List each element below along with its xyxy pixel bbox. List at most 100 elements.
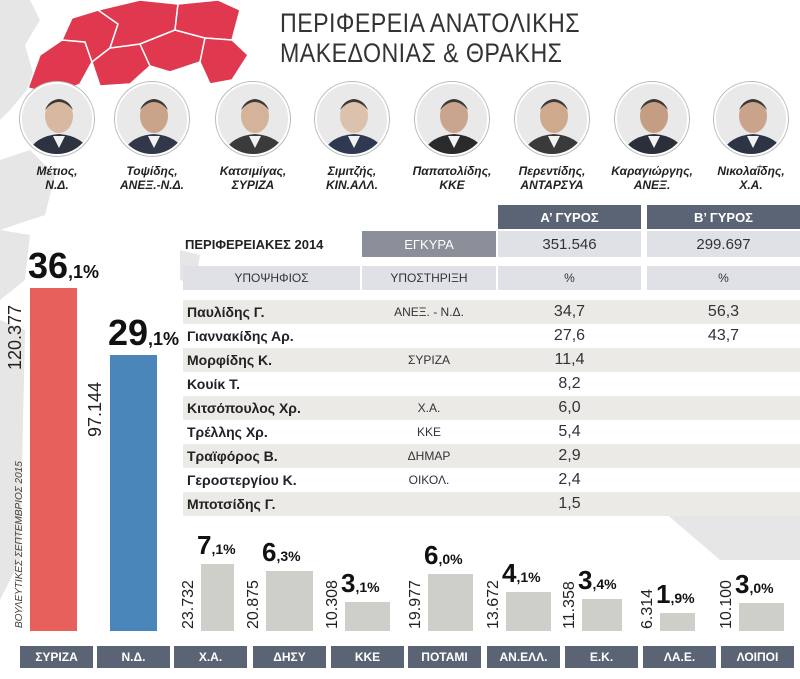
candidate-6: Περεντίδης, ΑΝΤΑΡΣΥΑ [511, 82, 593, 192]
col-candidate-header: ΥΠΟΨΗΦΙΟΣ [183, 266, 360, 290]
row-pct-round1: 8,2 [558, 375, 581, 392]
row-support: ΟΙΚΟΛ. [408, 473, 450, 487]
candidate-portrait [615, 82, 689, 156]
candidate-5: Παπατολίδης, ΚΚΕ [411, 82, 493, 192]
candidate-2: Τοψίδης, ΑΝΕΞ.-Ν.Δ. [111, 82, 193, 192]
valid-round2: 299.697 [647, 231, 800, 257]
row-candidate-name: Τραϊφόρος Β. [187, 448, 278, 464]
valid-round1: 351.546 [498, 231, 641, 257]
bar-2 [110, 355, 157, 631]
table-row [183, 396, 800, 420]
row-support [362, 372, 496, 396]
candidate-7: Καραγιώργης, ΑΝΕΞ. [611, 82, 693, 192]
bar-vote-count: 10.308 [324, 580, 341, 629]
header-round2: Β’ ΓΥΡΟΣ [647, 205, 800, 229]
table-row [183, 300, 800, 324]
bar-4 [266, 571, 313, 631]
table-row [183, 420, 800, 444]
row-pct-round2 [647, 420, 800, 444]
row-pct-round1: 11,4 [554, 351, 585, 368]
bar-1 [30, 288, 77, 631]
bar-vote-count: 20.875 [245, 580, 262, 629]
chart-title-line1: ΠΕΡΙΦΕΡΕΙΑ ΑΝΑΤΟΛΙΚΗΣ [280, 8, 581, 38]
bar-vote-count: 97.144 [85, 381, 105, 437]
person-icon [117, 84, 187, 154]
bar-vote-count: 11.358 [561, 581, 578, 629]
row-candidate-name: Γιαννακίδης Αρ. [187, 328, 294, 344]
category-label: ΣΥΡΙΖΑ [20, 646, 93, 668]
row-pct-round2 [647, 492, 800, 516]
row-candidate-name: Γεροστεργίου Κ. [187, 472, 297, 488]
chart-title-line2: ΜΑΚΕΔΟΝΙΑΣ & ΘΡΑΚΗΣ [280, 38, 563, 68]
candidate-name: Κατσιμίγας, [219, 164, 287, 178]
category-label: ΛΟΙΠΟΙ [721, 646, 794, 668]
category-label: Ε.Κ. [565, 646, 638, 668]
row-support [362, 492, 496, 516]
table-row [183, 492, 800, 516]
bar-vote-count: 6.314 [639, 588, 656, 629]
category-label: ΔΗΣΥ [253, 646, 326, 668]
row-pct-round1: 27,6 [553, 327, 586, 344]
row-candidate-name: Μορφίδης Κ. [187, 352, 272, 368]
table-row [183, 324, 800, 348]
candidate-portrait [415, 82, 489, 156]
category-label: Χ.Α. [174, 646, 247, 668]
bar-pct-label: 6,0% [424, 540, 463, 570]
candidate-party: Ν.Δ. [45, 178, 69, 192]
col-pct1-header: % [498, 266, 641, 290]
bar-vote-count: 13.672 [485, 580, 502, 629]
person-icon [716, 84, 786, 154]
bar-pct-label: 3,4% [578, 565, 617, 595]
row-support: ΚΚΕ [416, 425, 441, 439]
row-pct-round1: 1,5 [558, 495, 581, 512]
row-candidate-name: Μποτσίδης Γ. [187, 496, 276, 512]
candidate-portrait [115, 82, 189, 156]
election-label: ΠΕΡΙΦΕΡΕΙΑΚΕΣ 2014 [185, 236, 324, 252]
candidate-party: ΚΙΝ.ΑΛΛ. [325, 178, 378, 192]
bar-pct-label: 3,1% [341, 568, 380, 598]
candidate-portrait [20, 82, 94, 156]
bar-5 [345, 602, 390, 631]
person-icon [617, 84, 687, 154]
bar-pct-label: 1,9% [656, 579, 695, 609]
candidate-1: Μέτιος, Ν.Δ. [16, 82, 98, 192]
row-pct-round2 [647, 468, 800, 492]
candidate-party: ΚΚΕ [439, 178, 465, 192]
candidate-name: Περεντίδης, [518, 164, 586, 178]
candidate-8: Νικολαΐδης, Χ.Α. [710, 82, 792, 192]
row-pct-round2: 56,3 [707, 303, 740, 320]
bar-pct-label: 6,3% [262, 537, 301, 567]
person-icon [517, 84, 587, 154]
map-region [27, 0, 249, 96]
row-pct-round2: 43,7 [707, 327, 740, 344]
row-pct-round2 [647, 372, 800, 396]
row-candidate-name: Κιτσόπουλος Χρ. [187, 400, 301, 416]
candidate-party: Χ.Α. [739, 178, 763, 192]
row-pct-round2 [647, 348, 800, 372]
candidate-portrait [515, 82, 589, 156]
candidate-party: ΑΝΕΞ.-Ν.Δ. [120, 178, 184, 192]
category-label: ΛΑ.Ε. [643, 646, 716, 668]
row-pct-round1: 2,9 [558, 447, 581, 464]
candidate-party: ΑΝΕΞ. [633, 178, 671, 192]
bar-9 [660, 613, 695, 631]
category-label: ΚΚΕ [331, 646, 404, 668]
row-pct-round1: 2,4 [558, 471, 581, 488]
row-support: ΑΝΕΞ. - Ν.Δ. [394, 305, 464, 319]
bar-pct-label: 29,1% [108, 312, 180, 353]
bar-pct-label: 7,1% [197, 530, 236, 560]
person-icon [417, 84, 487, 154]
bar-8 [582, 599, 622, 631]
candidate-name: Καραγιώργης, [611, 164, 693, 178]
candidate-name: Παπατολίδης, [412, 164, 492, 178]
person-icon [22, 84, 92, 154]
valid-label: ΕΓΚΥΡΑ [362, 231, 496, 257]
row-pct-round1: 34,7 [553, 303, 586, 320]
row-support: ΔΗΜΑΡ [407, 449, 451, 463]
bar-vote-count: 19.977 [407, 580, 424, 629]
candidate-portrait [216, 82, 290, 156]
candidate-portrait [714, 82, 788, 156]
row-candidate-name: Κουίκ Τ. [187, 376, 240, 392]
bar-vote-count: 120.377 [5, 304, 25, 370]
candidate-portrait [315, 82, 389, 156]
